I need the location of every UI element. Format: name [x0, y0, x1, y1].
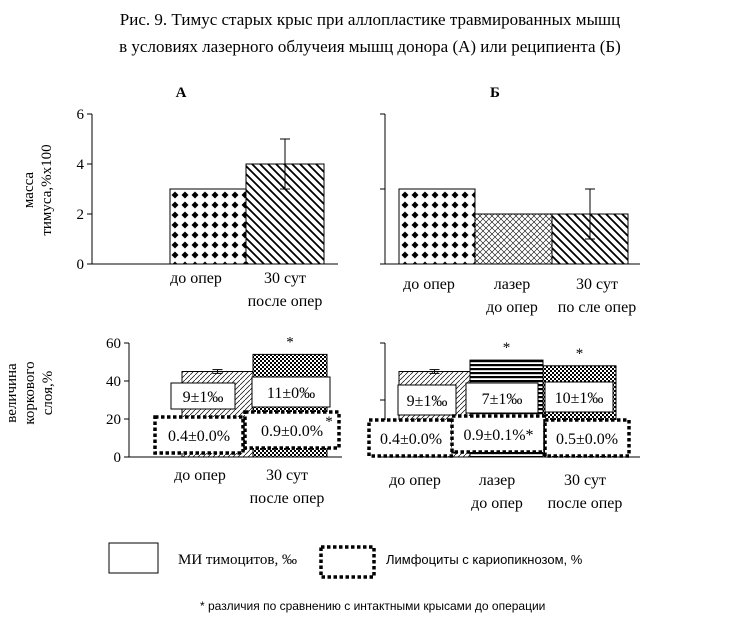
legend-mi-swatch [108, 542, 159, 574]
mass-A-y-axis-label: масса тимуса,%х100 [21, 144, 55, 235]
cortex-B-category-label-line: лазер [479, 472, 516, 489]
cortex-A-category-label-2: 30 сут после опер [250, 467, 325, 507]
cortex-B-lymph-label-1: 0.4±0.0% [380, 431, 442, 448]
cortex-B-category-label-1: до опер [389, 472, 441, 489]
cortex-B-category-label-2: лазер до опер [471, 472, 523, 512]
cortex-B-category-label-line: до опер [471, 495, 523, 512]
mass-B-category-label-line: до опер [486, 299, 538, 316]
mass-B-category-label-line: до опер [403, 276, 455, 293]
cortex-A-y-tick-label: 40 [106, 374, 121, 390]
cortex-A-lymph-label-1: 0.4±0.0% [168, 428, 230, 445]
mass-A-category-label-line: после опер [248, 293, 323, 310]
cortex-A-category-label-line: 30 сут [266, 467, 308, 484]
figure-title-line-1: Рис. 9. Тимус старых крыс при аллопласти… [120, 10, 620, 29]
mass-A-y-tick-label: 4 [77, 157, 85, 173]
cortex-B-significance-mark-2: * [503, 340, 511, 356]
footnote: * различия по сравнению с интактными кры… [200, 599, 545, 613]
cortex-A-lymph-label-2: 0.9±0.0% [261, 423, 323, 440]
cortex-B-mi-label-3: 10±1‰ [555, 390, 604, 407]
cortex-A-mi-label-1: 9±1‰ [183, 389, 224, 406]
mass-B-category-label-3: 30 сут по сле опер [558, 276, 636, 316]
mass-A-y-tick-label: 0 [77, 257, 85, 273]
mass-B-category-label-1: до опер [403, 276, 455, 293]
cortex-A-mi-box-1 [170, 382, 236, 410]
cortex-A-y-tick-label: 0 [114, 450, 122, 466]
cortex-A-y-tick-label: 60 [106, 336, 121, 352]
mass-A-y-tick-label: 6 [77, 107, 85, 123]
mass-B-category-label-line: по сле опер [558, 299, 636, 316]
cortex-A-chart: 0 20 40 60 величина коркового слоя,% * 9±1‰ 11±0‰… [4, 334, 342, 507]
mass-A-category-label-line: 30 сут [264, 270, 306, 287]
cortex-A-mi-box-2 [251, 376, 331, 408]
cortex-B-mi-box-1 [397, 384, 457, 416]
legend-lymph-label: Лимфоциты с кариопикнозом, % [386, 552, 583, 567]
charts-container: 0 2 4 6 масса тимуса,%х100 до опер 30 сут после … [4, 107, 640, 512]
mass-A-category-label-2: 30 сут после опер [248, 270, 323, 310]
mass-B-category-label-line: 30 сут [576, 276, 618, 293]
cortex-B-significance-mark-3: * [576, 346, 584, 362]
mass-A-y-tick-label: 2 [77, 207, 85, 223]
cortex-B-category-label-3: 30 сут после опер [548, 472, 623, 512]
mass-B-bar-2 [474, 213, 553, 265]
cortex-A-y-axis-label-line: величина [4, 363, 20, 423]
cortex-B-mi-box-2 [465, 382, 539, 414]
cortex-B-category-label-line: 30 сут [564, 472, 606, 489]
cortex-B-lymph-box-1 [367, 418, 455, 458]
cortex-B-mi-label-2: 7±1‰ [482, 391, 523, 408]
cortex-A-significance-mark-2: * [286, 334, 294, 350]
mass-B-bar-1 [398, 188, 476, 265]
cortex-B-category-label-line: после опер [548, 495, 623, 512]
cortex-B-lymph-label-2: 0.9±0.1%* [463, 427, 533, 444]
figure-title-line-2: в условиях лазерного облучеия мышц донор… [119, 37, 621, 56]
cortex-A-category-label-line: до опер [174, 467, 226, 484]
mass-A-category-label-1: до опер [170, 270, 222, 287]
mass-A-y-axis-label-line: тимуса,%х100 [39, 144, 55, 235]
cortex-B-lymph-label-3: 0.5±0.0% [556, 431, 618, 448]
cortex-B-lymph-box-3 [543, 418, 631, 458]
cortex-A-y-axis-label: величина коркового слоя,% [4, 361, 56, 424]
mass-B-category-label-line: лазер [494, 276, 531, 293]
cortex-A-lymph-mark-2: * [325, 414, 333, 430]
panel-b-label: Б [490, 85, 500, 101]
cortex-A-lymph-box-1 [153, 415, 245, 455]
mass-B-chart: до опер лазер до опер 30 сут по сле опер [380, 113, 640, 316]
panel-a-label: А [176, 85, 187, 101]
cortex-A-y-tick-label: 20 [106, 412, 121, 428]
cortex-A-mi-label-2: 11±0‰ [267, 385, 315, 402]
cortex-B-chart: * * 9±1‰ 7±1‰ 10±1‰ 0.4±0.0% 0.9±0.1%* 0.5±0.0%… [367, 340, 640, 512]
cortex-A-category-label-line: после опер [250, 490, 325, 507]
cortex-B-mi-label-1: 9±1‰ [407, 393, 448, 410]
cortex-A-y-axis-label-line: слоя,% [40, 371, 56, 416]
mass-A-chart: 0 2 4 6 масса тимуса,%х100 до опер 30 сут после … [21, 107, 338, 310]
cortex-A-y-axis-label-line: коркового [22, 361, 38, 424]
legend-lymph-swatch [319, 545, 376, 579]
mass-B-category-label-2: лазер до опер [486, 276, 538, 316]
cortex-B-mi-box-3 [544, 381, 614, 413]
cortex-A-lymph-box-2 [243, 410, 341, 450]
mass-A-category-label-line: до опер [170, 270, 222, 287]
cortex-B-category-label-line: до опер [389, 472, 441, 489]
mass-A-y-axis-label-line: масса [21, 172, 37, 209]
legend-mi-label: МИ тимоцитов, ‰ [178, 552, 297, 568]
mass-A-bar-1 [169, 188, 247, 265]
cortex-A-category-label-1: до опер [174, 467, 226, 484]
